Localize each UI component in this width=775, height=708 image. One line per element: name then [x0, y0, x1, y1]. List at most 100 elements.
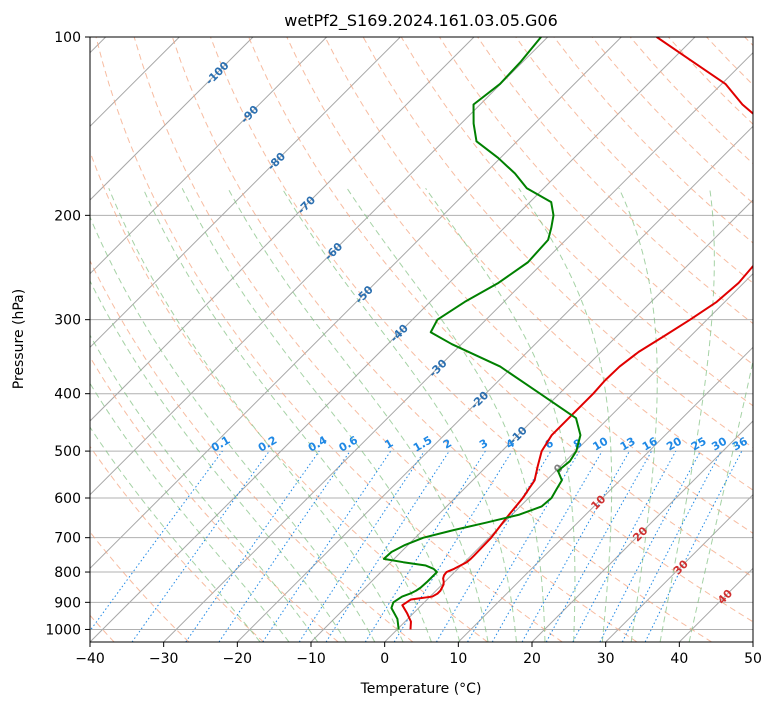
isotherm-line: [236, 125, 753, 642]
dry-adiabat: [90, 356, 339, 642]
dry-adiabat: [591, 37, 753, 204]
moist-adiabat: [688, 358, 753, 642]
x-tick-label: −20: [223, 651, 253, 667]
pressure-gridlines: [90, 37, 753, 630]
y-axis-label: Pressure (hPa): [11, 289, 27, 389]
dry-adiabat: [706, 37, 753, 86]
y-tick-label: 900: [54, 595, 81, 611]
dry-adiabat: [515, 37, 753, 284]
mixing-ratio-line: [262, 450, 392, 642]
y-tick-label: 500: [54, 444, 81, 460]
plot-frame: [89, 36, 754, 643]
mixing-ratio-line: [521, 450, 630, 642]
isotherm-line: [90, 37, 328, 275]
moist-adiabat: [618, 188, 658, 642]
y-tick-label: 1000: [45, 622, 81, 638]
dry-adiabat: [248, 37, 753, 578]
mixing-ratio-line: [218, 450, 351, 642]
dry-adiabat: [95, 37, 563, 642]
isotherm-line: [90, 37, 254, 201]
x-tick-label: 20: [523, 651, 541, 667]
mixing-ratio-line: [599, 450, 701, 642]
dry-adiabat-lines: [90, 37, 753, 642]
mixing-ratio-line: [90, 450, 223, 632]
y-axis-ticks: 1000 900 800 700 600 500 400 300 200 100: [45, 30, 90, 638]
mixing-ratio-lines: [90, 450, 743, 642]
mixing-ratio-line: [572, 450, 677, 642]
x-tick-label: −30: [149, 651, 179, 667]
isotherm-line: [90, 37, 549, 496]
isotherm-line: [90, 37, 622, 570]
dewpoint-line: [382, 37, 582, 630]
mixing-ratio-line: [298, 450, 425, 642]
moist-adiabat: [90, 279, 347, 642]
mixing-ratio-line: [393, 450, 513, 642]
sounding-series: [382, 37, 753, 630]
mixing-ratio-label: 2: [441, 437, 454, 452]
dry-adiabat: [668, 37, 753, 125]
isotherm-line: [457, 346, 753, 642]
isotherm-label: -100: [203, 59, 232, 88]
x-tick-label: 10: [449, 651, 467, 667]
mixing-ratio-label: 3: [477, 437, 490, 452]
mixing-ratio-line: [131, 450, 270, 642]
moist-adiabat: [659, 188, 715, 642]
chart-title: wetPf2_S169.2024.161.03.05.G06: [284, 11, 558, 31]
plot-area: -100-90-80-70-60-50-40-30-20-10010203040…: [90, 37, 753, 642]
x-tick-label: 40: [670, 651, 688, 667]
x-tick-label: 50: [744, 651, 762, 667]
temperature-line: [401, 37, 753, 630]
isotherm-label: -80: [265, 150, 288, 173]
isotherm-line: [90, 37, 696, 642]
mixing-ratio-line: [185, 450, 320, 642]
y-tick-label: 800: [54, 565, 81, 581]
moist-adiabat: [90, 215, 376, 642]
isotherm-line: [90, 37, 401, 349]
dry-adiabat: [90, 445, 264, 642]
moist-adiabat: [227, 188, 489, 642]
isotherm-line: [310, 199, 753, 642]
moist-adiabat: [142, 188, 432, 642]
mixing-ratio-line: [325, 450, 450, 642]
isotherm-line: [90, 37, 475, 422]
x-tick-label: 30: [597, 651, 615, 667]
isotherm-line: [752, 641, 753, 642]
y-tick-label: 600: [54, 491, 81, 507]
isotherm-line: [384, 272, 753, 642]
y-tick-label: 700: [54, 531, 81, 547]
isotherm-line: [163, 51, 753, 642]
moist-adiabat: [90, 382, 290, 642]
dry-adiabat: [171, 37, 712, 642]
isotherm-line: [678, 567, 753, 642]
dry-adiabat: [90, 259, 414, 642]
y-tick-label: 300: [54, 313, 81, 329]
x-axis-ticks: −40 −30 −20 −10 0 10 20 30 40 50: [75, 642, 762, 667]
isotherm-line: [531, 420, 753, 642]
dry-adiabat: [477, 37, 753, 325]
mixing-ratio-line: [644, 450, 743, 642]
dry-adiabat: [286, 37, 753, 534]
x-axis-label: Temperature (°C): [360, 681, 482, 697]
dry-adiabat: [744, 37, 753, 47]
dry-adiabat: [133, 37, 638, 642]
dry-adiabat: [90, 150, 488, 642]
moist-adiabat: [181, 188, 461, 642]
x-tick-label: 0: [380, 651, 389, 667]
moist-adiabat: [108, 188, 404, 642]
dry-adiabat: [324, 37, 753, 491]
moist-adiabat: [518, 187, 613, 642]
moist-adiabat: [90, 426, 261, 642]
dry-adiabat: [90, 531, 190, 642]
isotherm-line: [605, 493, 753, 642]
isotherm-label: -90: [238, 103, 261, 126]
x-tick-label: −40: [75, 651, 105, 667]
dry-adiabat: [553, 37, 753, 244]
dry-adiabat: [210, 37, 753, 623]
mixing-ratio-line: [545, 450, 653, 642]
y-tick-label: 200: [54, 208, 81, 224]
isotherm-lines: [90, 37, 753, 642]
y-tick-label: 100: [54, 30, 81, 46]
moist-adiabat-lines: [90, 187, 753, 642]
x-tick-label: −10: [296, 651, 326, 667]
